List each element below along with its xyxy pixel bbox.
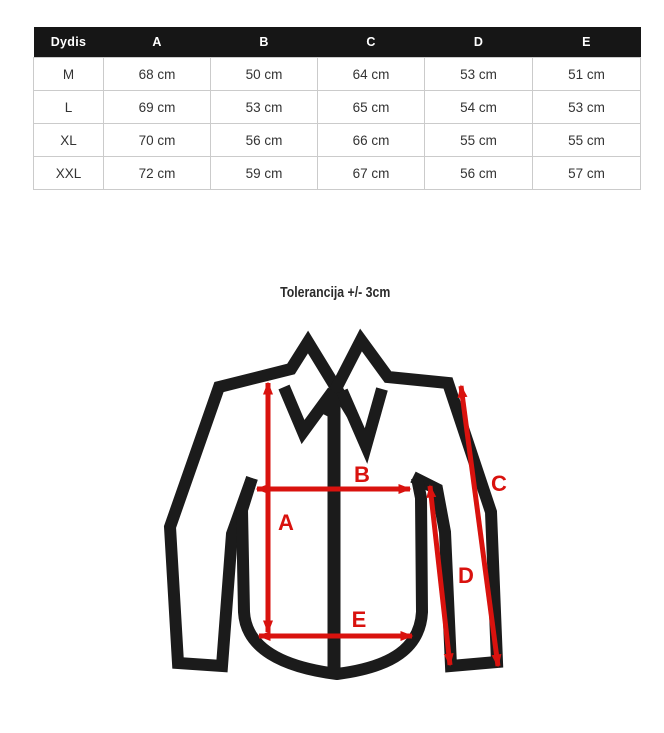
value-cell: 51 cm <box>532 57 641 91</box>
jacket-outline-icon <box>163 328 504 681</box>
value-cell: 53 cm <box>532 90 641 124</box>
value-cell: 56 cm <box>424 156 533 190</box>
col-header-b: B <box>210 27 318 58</box>
col-header-d: D <box>424 27 533 58</box>
measure-label-e: E <box>352 607 367 632</box>
table-row-l: L 69 cm 53 cm 65 cm 54 cm 53 cm <box>33 90 641 124</box>
measurement-arrows <box>255 381 502 668</box>
value-cell: 53 cm <box>210 90 318 124</box>
measure-arrow-d <box>426 484 454 667</box>
body-outline <box>235 476 429 681</box>
size-cell: XXL <box>33 156 104 190</box>
size-table-body: M 68 cm 50 cm 64 cm 53 cm 51 cm L 69 cm … <box>33 57 641 190</box>
measure-arrow-c <box>457 384 502 668</box>
collar-right-v-line <box>336 387 388 464</box>
measurement-letters: A B C D E <box>278 462 507 632</box>
tolerance-note-text: Tolerancija +/- 3cm <box>279 284 391 301</box>
value-cell: 72 cm <box>103 156 211 190</box>
measure-label-a: A <box>278 510 294 535</box>
left-sleeve-and-lapel-outline <box>163 330 358 673</box>
col-header-a: A <box>103 27 211 58</box>
measure-label-d: D <box>458 563 474 588</box>
col-header-e: E <box>532 27 641 58</box>
col-header-dydis: Dydis <box>33 27 104 58</box>
value-cell: 53 cm <box>424 57 533 91</box>
right-sleeve-and-lapel-outline <box>317 328 504 673</box>
measure-label-c: C <box>491 471 507 496</box>
size-table-header: Dydis A B C D E <box>33 27 641 58</box>
collar-left-v-line <box>278 384 338 445</box>
measure-label-b: B <box>354 462 370 487</box>
value-cell: 57 cm <box>532 156 641 190</box>
value-cell: 66 cm <box>317 123 425 157</box>
value-cell: 59 cm <box>210 156 318 190</box>
size-cell: XL <box>33 123 104 157</box>
table-row-m: M 68 cm 50 cm 64 cm 53 cm 51 cm <box>33 57 641 91</box>
value-cell: 55 cm <box>424 123 533 157</box>
size-cell: M <box>33 57 104 91</box>
value-cell: 70 cm <box>103 123 211 157</box>
col-header-c: C <box>317 27 425 58</box>
table-row-xxl: XXL 72 cm 59 cm 67 cm 56 cm 57 cm <box>33 156 641 190</box>
value-cell: 68 cm <box>103 57 211 91</box>
size-table: Dydis A B C D E M 68 cm 50 cm 64 cm 53 c… <box>33 27 641 190</box>
tolerance-note: Tolerancija +/- 3cm <box>0 285 664 300</box>
value-cell: 69 cm <box>103 90 211 124</box>
value-cell: 67 cm <box>317 156 425 190</box>
value-cell: 54 cm <box>424 90 533 124</box>
header-row: Dydis A B C D E <box>33 27 641 58</box>
size-cell: L <box>33 90 104 124</box>
value-cell: 50 cm <box>210 57 318 91</box>
